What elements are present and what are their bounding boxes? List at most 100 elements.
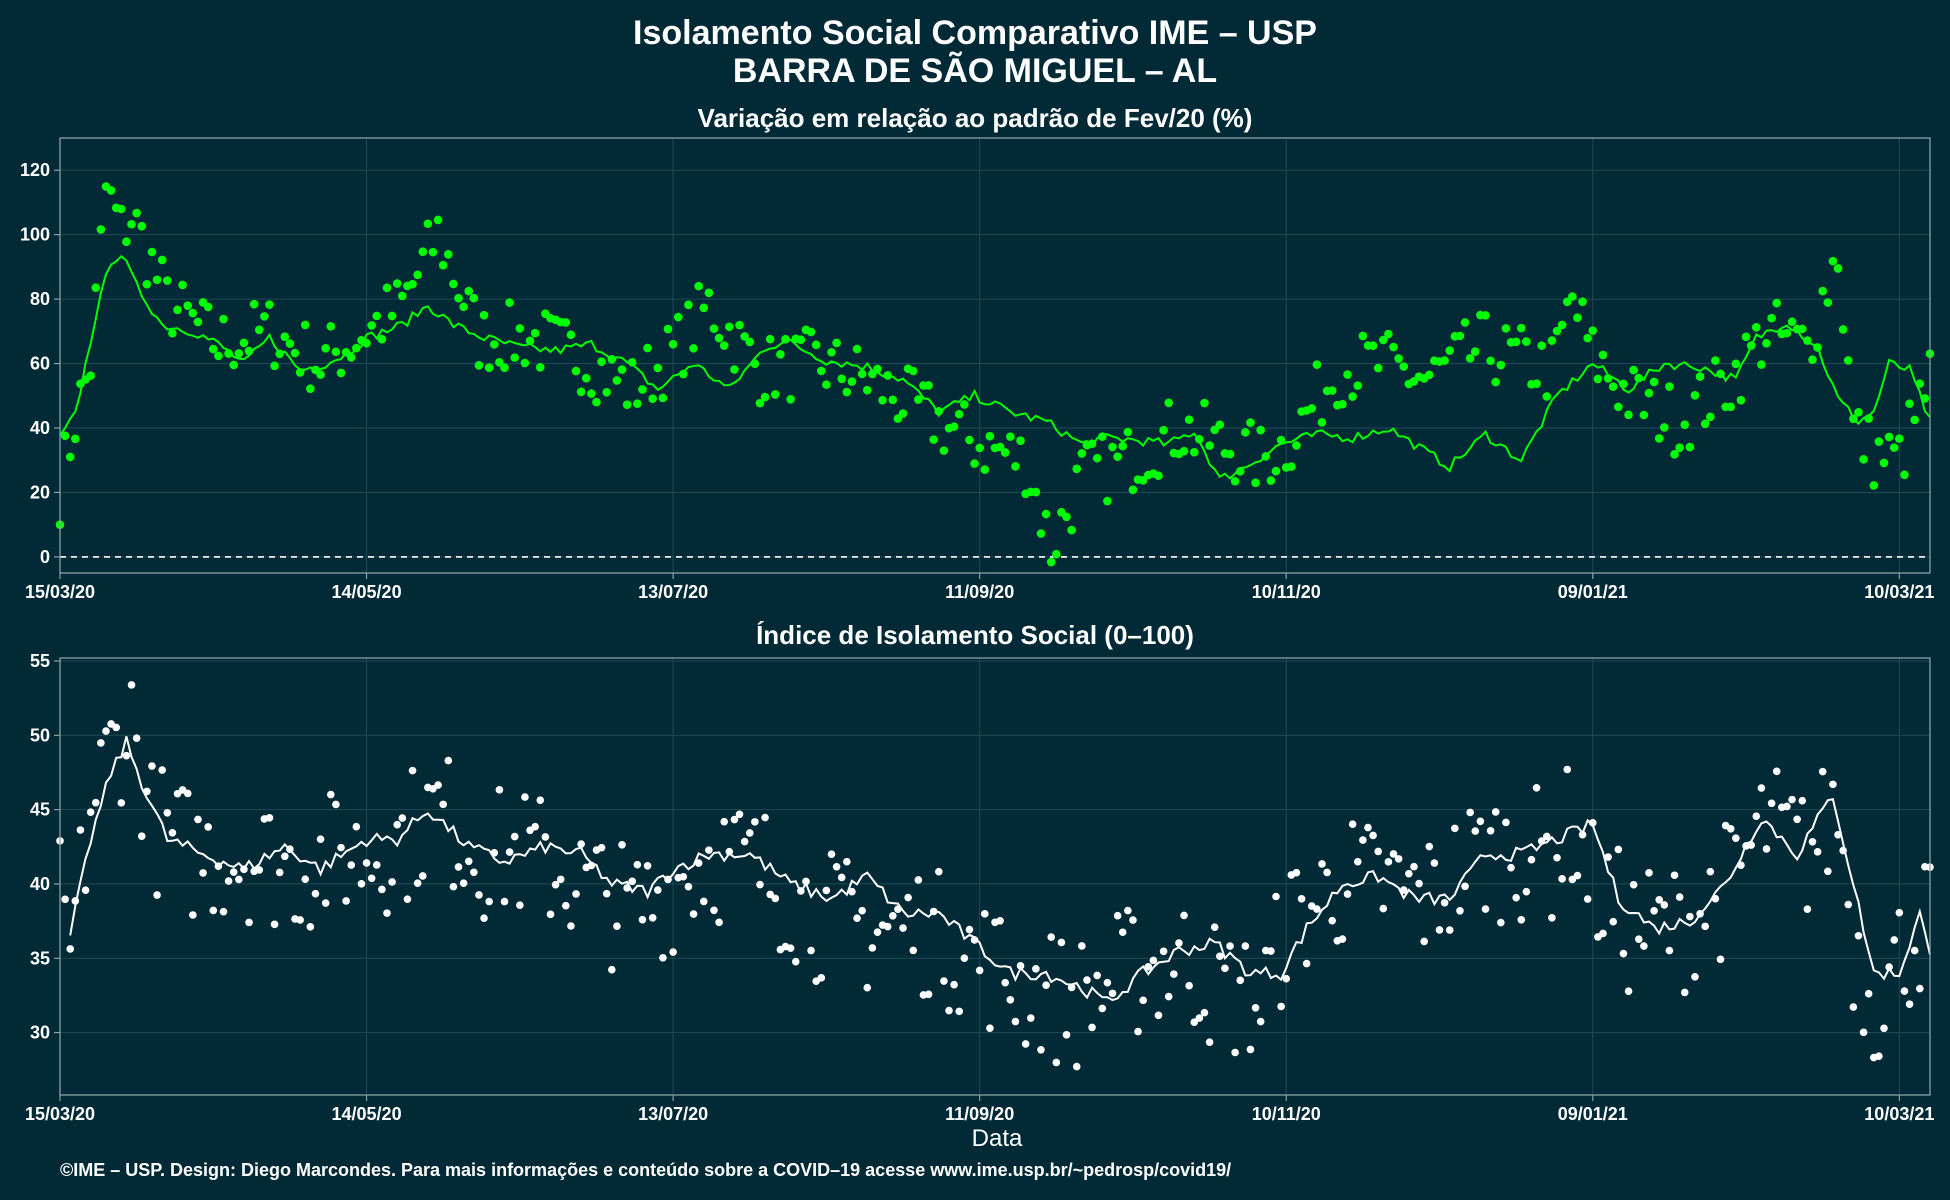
daily-point xyxy=(152,275,162,285)
daily-point xyxy=(183,789,192,798)
daily-point xyxy=(1654,434,1664,443)
daily-point xyxy=(567,922,575,930)
daily-point xyxy=(633,399,642,408)
daily-point xyxy=(1818,767,1827,776)
daily-point xyxy=(1772,767,1781,776)
daily-point xyxy=(572,890,580,898)
daily-point xyxy=(1435,926,1444,934)
daily-point xyxy=(1154,471,1163,480)
daily-point xyxy=(489,340,499,349)
daily-point xyxy=(1915,984,1924,993)
daily-point xyxy=(852,344,862,354)
daily-point xyxy=(112,723,121,732)
daily-point xyxy=(1670,450,1679,459)
daily-point xyxy=(362,859,371,867)
daily-point xyxy=(556,875,565,884)
daily-point xyxy=(1757,784,1766,792)
daily-point xyxy=(1880,1024,1888,1033)
daily-point xyxy=(1874,437,1884,446)
daily-point xyxy=(1124,906,1132,915)
daily-point xyxy=(715,918,723,927)
daily-point xyxy=(965,925,974,934)
daily-point xyxy=(1486,826,1495,835)
x-tick-label: 09/01/21 xyxy=(1558,1104,1628,1124)
daily-point xyxy=(157,255,167,265)
daily-point xyxy=(393,820,402,829)
daily-point xyxy=(469,293,479,303)
daily-point xyxy=(178,280,187,290)
daily-point xyxy=(1226,942,1234,950)
daily-point xyxy=(1486,356,1495,366)
daily-point xyxy=(1787,317,1797,327)
daily-point xyxy=(1543,832,1551,841)
daily-point xyxy=(270,361,279,371)
daily-point xyxy=(899,924,907,932)
panel-border xyxy=(59,137,1931,574)
daily-point xyxy=(1762,338,1771,348)
daily-point xyxy=(347,861,356,869)
daily-point xyxy=(470,868,478,877)
daily-point xyxy=(1772,298,1782,308)
daily-point xyxy=(316,835,325,843)
daily-point xyxy=(822,886,831,895)
daily-point xyxy=(423,219,433,229)
daily-point xyxy=(290,348,300,358)
daily-point xyxy=(1292,868,1301,877)
daily-point xyxy=(1803,905,1812,913)
x-tick-label: 14/05/20 xyxy=(332,1104,402,1124)
daily-point xyxy=(1670,871,1679,880)
daily-point xyxy=(602,889,611,898)
daily-point xyxy=(1062,512,1071,522)
daily-point xyxy=(1471,827,1480,835)
daily-point xyxy=(704,288,714,298)
daily-point xyxy=(740,837,749,846)
daily-point xyxy=(1726,824,1735,833)
daily-point xyxy=(740,332,749,341)
daily-point xyxy=(730,815,739,824)
daily-point xyxy=(1118,441,1128,451)
daily-point xyxy=(280,332,290,342)
daily-point xyxy=(275,868,284,877)
daily-point xyxy=(1103,978,1112,987)
daily-point xyxy=(260,312,269,321)
daily-point xyxy=(342,897,350,905)
daily-point xyxy=(1900,470,1909,480)
daily-point xyxy=(1078,942,1086,950)
daily-point xyxy=(96,225,106,234)
daily-point xyxy=(1343,890,1352,898)
daily-point xyxy=(454,293,463,303)
daily-point xyxy=(699,897,708,906)
daily-point xyxy=(720,817,729,826)
daily-point xyxy=(618,840,626,849)
daily-point xyxy=(1353,381,1363,390)
daily-point xyxy=(97,739,105,747)
daily-point xyxy=(1384,329,1393,339)
daily-point xyxy=(679,369,688,379)
daily-point xyxy=(1465,353,1475,363)
daily-point xyxy=(816,366,826,376)
daily-point xyxy=(1461,882,1469,891)
daily-point xyxy=(811,340,821,350)
daily-point xyxy=(868,944,877,952)
daily-point xyxy=(1195,1014,1204,1022)
daily-point xyxy=(848,887,856,896)
daily-point xyxy=(91,283,101,292)
daily-point xyxy=(1282,974,1291,983)
daily-point xyxy=(1271,466,1281,476)
daily-point xyxy=(1726,402,1736,412)
daily-point xyxy=(1052,1058,1061,1067)
daily-point xyxy=(137,221,147,231)
daily-point xyxy=(1067,983,1076,992)
daily-point xyxy=(1501,324,1511,333)
daily-point xyxy=(857,369,867,379)
daily-point xyxy=(1216,952,1224,961)
daily-point xyxy=(1072,464,1082,474)
y-tick-label: 40 xyxy=(30,874,50,894)
daily-point xyxy=(668,339,678,349)
daily-point xyxy=(1149,956,1158,965)
daily-point xyxy=(162,276,172,285)
daily-point xyxy=(449,882,458,891)
daily-point xyxy=(1522,887,1531,896)
daily-point xyxy=(796,335,806,344)
daily-point xyxy=(1496,360,1506,370)
